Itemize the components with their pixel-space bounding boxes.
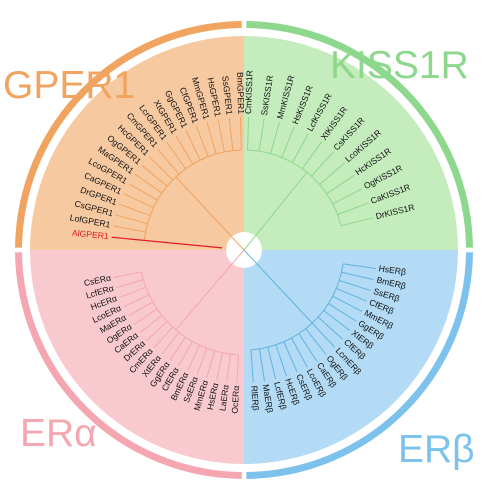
branch-era: [169, 336, 186, 361]
branch-era: [187, 344, 200, 371]
branch-kiss1r: [246, 117, 250, 151]
branch-erb: [250, 349, 254, 383]
branch-kiss1r: [326, 174, 355, 195]
branch-kiss1r: [332, 188, 363, 205]
sector-kiss1r: [244, 36, 458, 250]
leaf-label: OcERα: [230, 385, 241, 413]
branch-gper1: [148, 156, 174, 181]
branch-era: [116, 279, 144, 289]
branch-era: [146, 321, 168, 341]
branch-kiss1r: [340, 217, 374, 227]
branch-era: [119, 286, 147, 298]
sector-era: [30, 250, 244, 464]
branch-gper1: [157, 148, 180, 175]
branch-kiss1r: [311, 151, 334, 177]
trunk-erb: [243, 249, 282, 291]
branch-erb: [305, 328, 327, 355]
branch-gper1: [118, 203, 151, 217]
branch-era: [206, 350, 216, 378]
branch-gper1: [206, 122, 217, 155]
branch-era: [113, 271, 142, 279]
branch-gper1: [123, 193, 154, 209]
clade-label-gper1: GPER1: [3, 64, 135, 107]
branch-era: [161, 332, 180, 355]
leaf-label: AlGPER1: [72, 228, 110, 241]
branch-gper1: [185, 130, 201, 161]
span-gper1: [143, 149, 242, 241]
branch-kiss1r: [270, 121, 280, 154]
branch-erb: [291, 337, 308, 368]
leaf-label: CmKISS1R: [243, 70, 255, 114]
branch-era: [153, 326, 174, 349]
branch-gper1: [141, 164, 168, 187]
clade-label-erb: ERβ: [398, 428, 475, 471]
branch-kiss1r: [281, 126, 295, 158]
branch-gper1: [115, 214, 148, 225]
branch-era: [139, 314, 163, 334]
branch-era: [123, 294, 150, 308]
stem-kiss1r: [278, 171, 308, 208]
branch-erb: [339, 280, 371, 292]
leaf-label: MaERβ: [261, 383, 275, 413]
branch-erb: [267, 347, 277, 380]
trunk-era: [198, 249, 245, 304]
branch-erb: [275, 344, 287, 377]
branch-era: [133, 308, 158, 325]
branch-era: [216, 352, 223, 381]
clade-sectors: [30, 36, 458, 464]
branch-erb: [341, 271, 374, 281]
stem-era: [175, 302, 199, 331]
branch-gper1: [111, 236, 223, 249]
branch-era: [196, 348, 208, 375]
branch-erb: [311, 322, 336, 348]
branch-era: [236, 354, 240, 383]
branch-gper1: [166, 141, 187, 170]
sector-erb: [244, 250, 458, 464]
branch-erb: [328, 303, 357, 322]
branch-gper1: [217, 119, 225, 153]
branch-gper1: [195, 125, 209, 157]
branch-gper1: [128, 183, 158, 201]
clade-label-kiss1r: KISS1R: [330, 44, 469, 87]
span-kiss1r: [247, 149, 342, 226]
branch-erb: [283, 341, 298, 373]
leaf-label: SsGPER1: [220, 75, 234, 115]
branch-kiss1r: [319, 162, 345, 185]
sector-gper1: [30, 36, 244, 250]
branch-erb: [317, 316, 343, 340]
branch-erb: [298, 333, 318, 362]
tree-branches: [111, 117, 376, 383]
stem-erb: [281, 289, 313, 324]
branch-gper1: [134, 173, 163, 194]
branch-erb: [332, 295, 363, 312]
leaf-label: BmGPER1: [235, 72, 246, 114]
branch-gper1: [240, 117, 242, 151]
branch-kiss1r: [258, 118, 265, 152]
branch-gper1: [113, 225, 146, 233]
branch-era: [226, 354, 231, 382]
branch-erb: [323, 310, 351, 331]
branch-kiss1r: [291, 133, 309, 163]
leaf-label: HsERβ: [378, 263, 407, 277]
clade-label-era: ERα: [20, 412, 97, 455]
branch-era: [178, 341, 193, 367]
branch-erb: [258, 348, 266, 382]
branch-kiss1r: [337, 202, 369, 216]
branch-kiss1r: [301, 141, 322, 170]
branch-erb: [336, 288, 367, 302]
branch-era: [128, 301, 153, 317]
branch-erb: [342, 263, 376, 270]
stem-gper1: [175, 176, 203, 205]
branch-gper1: [228, 117, 234, 151]
trunk-gper1: [201, 204, 245, 251]
trunk-kiss1r: [243, 206, 280, 251]
leaf-label: RlERβ: [249, 385, 261, 411]
branch-gper1: [175, 135, 194, 165]
leaf-label: LaERα: [217, 384, 230, 412]
